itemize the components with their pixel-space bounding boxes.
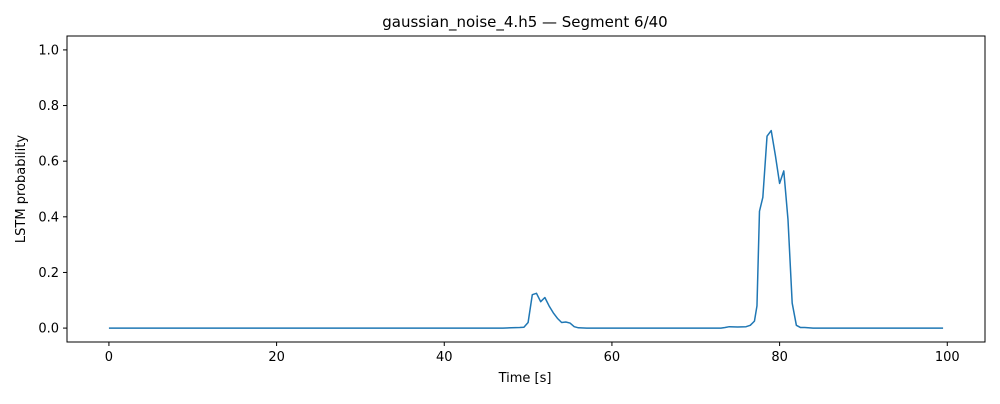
y-tick-label: 0.8 bbox=[38, 99, 59, 114]
x-axis-label: Time [s] bbox=[498, 371, 552, 386]
y-axis: 0.0 0.2 0.4 0.6 0.8 1.0 bbox=[38, 43, 67, 337]
y-tick-label: 0.0 bbox=[38, 322, 59, 337]
y-axis-label: LSTM probability bbox=[14, 135, 29, 243]
x-tick-label: 80 bbox=[771, 350, 788, 365]
plot-frame bbox=[66, 35, 986, 343]
y-tick-label: 0.4 bbox=[38, 210, 59, 225]
x-tick-label: 0 bbox=[105, 350, 113, 365]
chart-title: gaussian_noise_4.h5 — Segment 6/40 bbox=[382, 13, 667, 32]
series-line bbox=[108, 129, 944, 329]
y-tick-label: 1.0 bbox=[38, 43, 59, 58]
y-tick-label: 0.2 bbox=[38, 266, 59, 281]
x-tick-label: 100 bbox=[935, 350, 960, 365]
x-tick-label: 40 bbox=[436, 350, 453, 365]
x-tick-label: 60 bbox=[604, 350, 621, 365]
y-tick-label: 0.6 bbox=[38, 155, 59, 170]
x-tick-label: 20 bbox=[268, 350, 285, 365]
x-axis: 0 20 40 60 80 100 bbox=[105, 342, 960, 365]
